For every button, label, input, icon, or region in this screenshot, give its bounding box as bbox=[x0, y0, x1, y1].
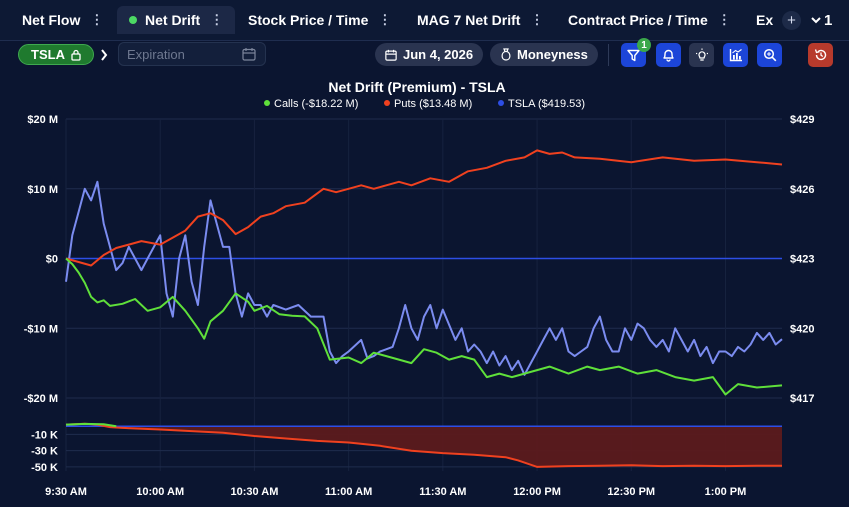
tab-menu-icon[interactable]: ⋮ bbox=[530, 12, 544, 27]
add-tab-button[interactable]: + bbox=[782, 11, 801, 30]
y-right-tick-label: $423 bbox=[790, 254, 814, 266]
ticker-label: TSLA bbox=[31, 47, 65, 62]
chevron-right-icon[interactable] bbox=[96, 44, 112, 65]
tab-menu-icon[interactable]: ⋮ bbox=[717, 12, 731, 27]
tab-net-drift[interactable]: Net Drift ⋮ bbox=[117, 6, 236, 34]
x-tick-label: 11:00 AM bbox=[325, 486, 372, 498]
tab-label: Stock Price / Time bbox=[248, 12, 369, 28]
reset-history-button[interactable] bbox=[808, 43, 833, 67]
y-right-tick-label: $429 bbox=[790, 114, 814, 126]
expiration-input[interactable] bbox=[118, 42, 266, 66]
zoom-button[interactable] bbox=[757, 43, 782, 67]
tab-label: Contract Price / Time bbox=[568, 12, 708, 28]
tab-menu-icon[interactable]: ⋮ bbox=[210, 12, 224, 27]
legend-swatch-puts bbox=[384, 100, 390, 106]
y-left-tick-label: $20 M bbox=[27, 114, 58, 126]
calls-line bbox=[65, 257, 783, 396]
tab-label: Ex bbox=[756, 12, 774, 28]
y-left-tick-label: $0 bbox=[46, 254, 58, 266]
legend-item-calls[interactable]: Calls (-$18.22 M) bbox=[264, 98, 358, 110]
lower-y-tick-label: -30 K bbox=[31, 446, 58, 458]
legend-item-tsla[interactable]: TSLA ($419.53) bbox=[498, 98, 585, 110]
toolbar-divider bbox=[608, 44, 609, 66]
tab-overflow-button[interactable]: 1 bbox=[811, 9, 832, 31]
lower-y-tick-label: -50 K bbox=[31, 462, 58, 474]
lower-puts-area bbox=[66, 426, 782, 467]
y-left-tick-label: $10 M bbox=[27, 184, 58, 196]
search-icon bbox=[763, 48, 776, 62]
tab-truncated[interactable]: Ex bbox=[756, 6, 773, 34]
filter-button[interactable]: 1 bbox=[621, 38, 651, 67]
chevron-down-icon bbox=[811, 17, 821, 24]
chart-type-button[interactable] bbox=[723, 43, 748, 67]
x-tick-label: 10:30 AM bbox=[230, 486, 278, 498]
ticker-chip[interactable]: TSLA bbox=[18, 44, 94, 65]
calendar-icon[interactable] bbox=[242, 47, 256, 61]
y-right-tick-label: $420 bbox=[790, 323, 814, 335]
tab-label: Net Drift bbox=[145, 12, 201, 28]
tab-label: Net Flow bbox=[22, 12, 81, 28]
filter-count-badge: 1 bbox=[637, 38, 651, 52]
chart-legend[interactable]: Calls (-$18.22 M) Puts ($13.48 M) TSLA (… bbox=[264, 98, 585, 110]
legend-label-puts: Puts ($13.48 M) bbox=[394, 98, 472, 110]
date-label: Jun 4, 2026 bbox=[403, 47, 474, 62]
calendar-icon bbox=[385, 49, 397, 61]
tab-stock-price-time[interactable]: Stock Price / Time ⋮ bbox=[248, 6, 391, 34]
chart-panel: Net Drift (Premium) - TSLA Calls (-$18.2… bbox=[10, 74, 839, 502]
puts-line bbox=[65, 149, 783, 267]
chart-ticks: $20 M $10 M $0 -$10 M -$20 M $429 $426 $423 $420… bbox=[24, 114, 815, 498]
moneyness-label: Moneyness bbox=[517, 47, 588, 62]
legend-item-puts[interactable]: Puts ($13.48 M) bbox=[384, 98, 472, 110]
y-left-tick-label: -$10 M bbox=[24, 323, 58, 335]
lower-panel-area bbox=[65, 422, 782, 468]
active-dot-icon bbox=[129, 16, 137, 24]
tab-overflow-count: 1 bbox=[824, 11, 833, 29]
tab-net-flow[interactable]: Net Flow ⋮ bbox=[22, 6, 103, 34]
chart-series bbox=[65, 149, 783, 396]
tab-bar: Net Flow ⋮ Net Drift ⋮ Stock Price / Tim… bbox=[0, 0, 849, 41]
legend-swatch-calls bbox=[264, 100, 270, 106]
moneyness-button[interactable]: Moneyness bbox=[490, 43, 598, 66]
lower-puts-line bbox=[65, 422, 782, 468]
y-right-tick-label: $417 bbox=[790, 393, 814, 405]
lightbulb-icon bbox=[695, 48, 708, 61]
x-tick-label: 9:30 AM bbox=[45, 486, 87, 498]
bell-icon bbox=[663, 49, 674, 62]
chart-grid bbox=[65, 118, 782, 471]
date-picker[interactable]: Jun 4, 2026 bbox=[375, 43, 484, 66]
tab-menu-icon[interactable]: ⋮ bbox=[90, 12, 104, 27]
y-left-tick-label: -$20 M bbox=[24, 393, 58, 405]
filter-icon bbox=[627, 49, 640, 61]
tab-menu-icon[interactable]: ⋮ bbox=[378, 12, 392, 27]
x-tick-label: 1:00 PM bbox=[705, 486, 747, 498]
x-tick-label: 11:30 AM bbox=[419, 486, 466, 498]
chart-title: Net Drift (Premium) - TSLA bbox=[328, 79, 505, 95]
tab-contract-price-time[interactable]: Contract Price / Time ⋮ bbox=[568, 6, 731, 34]
lower-y-tick-label: -10 K bbox=[31, 429, 58, 441]
legend-label-calls: Calls (-$18.22 M) bbox=[274, 98, 358, 110]
insights-button[interactable] bbox=[689, 43, 714, 67]
tsla-line bbox=[65, 180, 783, 376]
toolbar: TSLA Jun 4, 2026 Moneyness bbox=[8, 38, 841, 72]
bar-chart-icon bbox=[729, 49, 742, 62]
legend-swatch-tsla bbox=[498, 100, 504, 106]
lower-calls-line bbox=[65, 422, 117, 428]
x-tick-label: 10:00 AM bbox=[136, 486, 184, 498]
x-tick-label: 12:00 PM bbox=[513, 486, 561, 498]
x-tick-label: 12:30 PM bbox=[607, 486, 655, 498]
y-right-tick-label: $426 bbox=[790, 184, 814, 196]
tab-label: MAG 7 Net Drift bbox=[417, 12, 521, 28]
money-bag-icon bbox=[501, 48, 511, 61]
legend-label-tsla: TSLA ($419.53) bbox=[508, 98, 585, 110]
tab-mag7-net-drift[interactable]: MAG 7 Net Drift ⋮ bbox=[417, 6, 543, 34]
lock-icon bbox=[71, 49, 81, 61]
alerts-button[interactable] bbox=[656, 43, 681, 67]
net-drift-chart[interactable]: Net Drift (Premium) - TSLA Calls (-$18.2… bbox=[10, 74, 839, 502]
history-reset-icon bbox=[814, 49, 826, 61]
